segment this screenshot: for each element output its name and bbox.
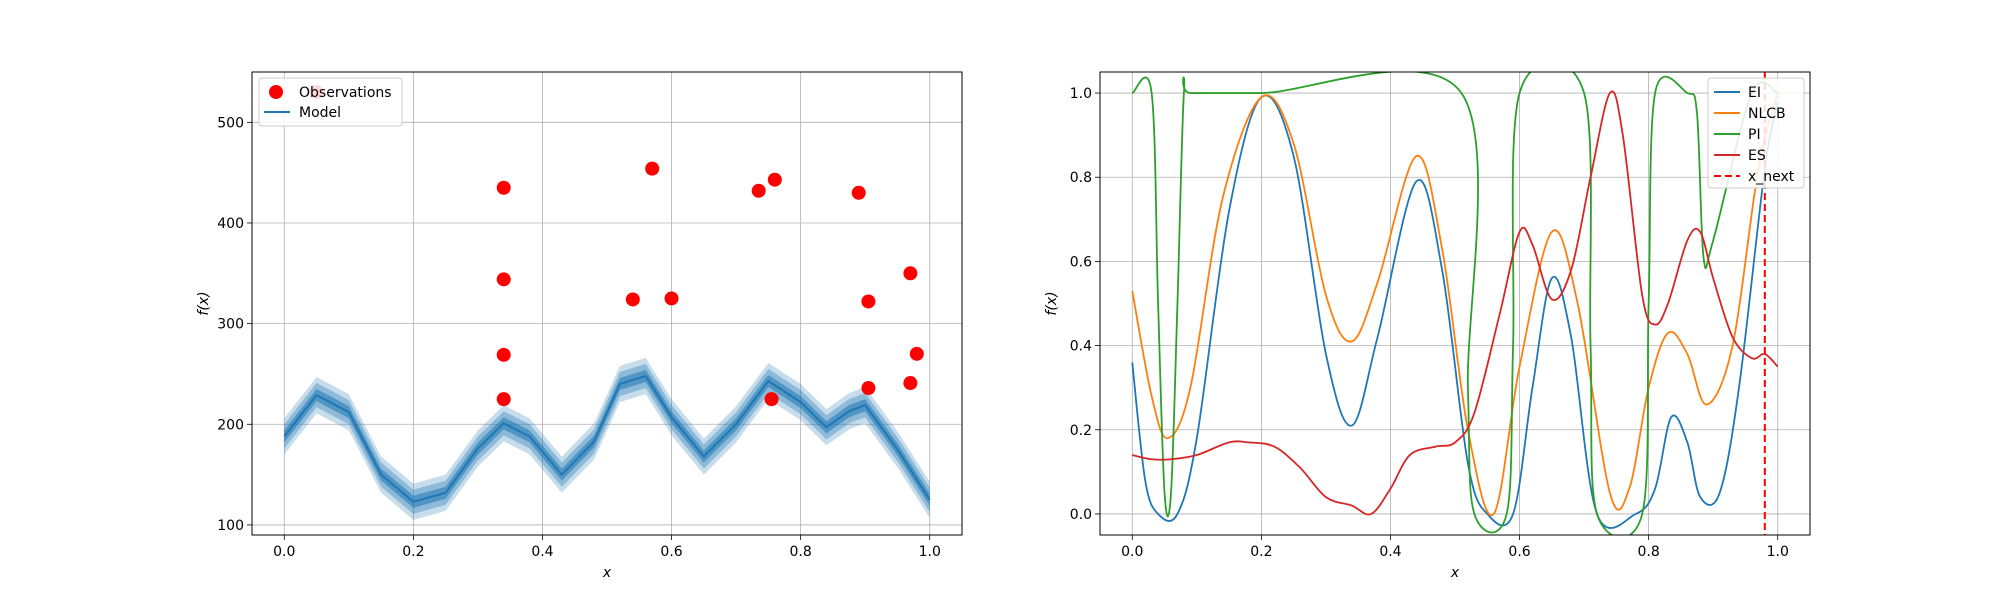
- legend-box: [258, 77, 403, 127]
- observation-point: [625, 292, 640, 307]
- y-tick-label: 400: [217, 216, 244, 232]
- x-tick-label: 0.2: [1250, 544, 1272, 560]
- y-tick-label: 0.8: [1070, 170, 1092, 186]
- legend-box: [1707, 77, 1805, 189]
- legend-pi-label: PI: [1748, 127, 1761, 143]
- x-tick-label: 0.6: [660, 544, 682, 560]
- y-axis-label: f(x): [1044, 291, 1060, 315]
- series-line-ei: [1131, 94, 1779, 529]
- y-tick-label: 1.0: [1070, 86, 1092, 102]
- legend-model-label: Model: [299, 105, 341, 121]
- left-chart-panel: 0.0 0.2 0.4 0.6 0.8 1.0 100 200 300 400 500 x f(x) Ob…: [196, 71, 963, 581]
- observation-point: [903, 376, 918, 391]
- legend-ei-label: EI: [1748, 85, 1761, 101]
- observation-point: [767, 172, 782, 187]
- x-tick-label: 0.0: [1121, 544, 1143, 560]
- y-tick-label: 100: [217, 518, 244, 534]
- legend-x-next-label: x_next: [1748, 169, 1795, 185]
- x-tick-label: 0.6: [1508, 544, 1530, 560]
- observation-point: [903, 266, 918, 281]
- observation-point: [909, 346, 924, 361]
- y-tick-label: 200: [217, 417, 244, 433]
- y-tick-label: 300: [217, 317, 244, 333]
- legend-observations-label: Observations: [299, 85, 392, 101]
- y-tick-label: 0.4: [1070, 339, 1092, 355]
- y-tick-label: 0.0: [1070, 507, 1092, 523]
- x-tick-label: 0.4: [1379, 544, 1401, 560]
- observation-point: [645, 161, 660, 176]
- x-tick-label: 0.8: [790, 544, 812, 560]
- observation-point: [496, 347, 511, 362]
- series-line-pi: [1131, 72, 1779, 535]
- x-axis-label: x: [1450, 565, 1460, 581]
- legend: Observations Model: [258, 77, 403, 127]
- x-tick-label: 0.2: [402, 544, 424, 560]
- observation-point: [496, 272, 511, 287]
- x-tick-label: 1.0: [1767, 544, 1789, 560]
- y-tick-label: 0.6: [1070, 254, 1092, 270]
- legend-es-label: ES: [1748, 148, 1766, 164]
- legend-nlcb-label: NLCB: [1748, 106, 1786, 122]
- y-axis-label: f(x): [196, 291, 212, 315]
- plot-frame: [251, 71, 963, 536]
- model-line: [283, 374, 931, 503]
- observation-point: [496, 392, 511, 407]
- y-tick-label: 0.2: [1070, 423, 1092, 439]
- observation-point: [751, 183, 766, 198]
- x-tick-label: 1.0: [919, 544, 941, 560]
- x-tick-label: 0.4: [531, 544, 553, 560]
- x-tick-label: 0.0: [273, 544, 295, 560]
- observation-point: [861, 294, 876, 309]
- plot-area: [1131, 72, 1779, 535]
- series-line-nlcb: [1131, 92, 1779, 517]
- plot-frame: [1099, 71, 1811, 536]
- x-tick-label: 0.8: [1638, 544, 1660, 560]
- y-tick-label: 500: [217, 115, 244, 131]
- observation-point: [664, 291, 679, 306]
- model-uncertainty-band: [284, 357, 930, 520]
- x-axis-label: x: [602, 565, 612, 581]
- observation-point: [496, 180, 511, 195]
- right-chart-panel: 0.0 0.2 0.4 0.6 0.8 1.0 0.0 0.2 0.4 0.6 0.8 1.0 x f(x…: [1044, 71, 1811, 581]
- series-line-es: [1132, 90, 1779, 516]
- plot-area: [283, 85, 931, 520]
- observation-point: [861, 381, 876, 396]
- legend: EI NLCB PI ES x_next: [1707, 77, 1805, 189]
- legend-observations-marker: [269, 85, 283, 99]
- observation-point: [851, 185, 866, 200]
- observation-point: [764, 392, 779, 407]
